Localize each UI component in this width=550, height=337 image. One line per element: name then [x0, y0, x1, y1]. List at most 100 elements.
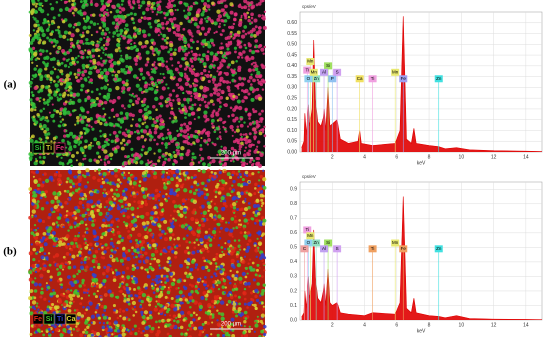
map-dot — [238, 4, 242, 8]
map-dot — [117, 324, 120, 327]
map-dot — [107, 212, 110, 215]
panel-label: (b) — [3, 246, 17, 258]
map-dot — [169, 69, 173, 73]
map-dot — [126, 79, 129, 82]
map-dot — [224, 5, 228, 9]
map-dot — [239, 281, 242, 284]
map-dot — [31, 153, 34, 156]
map-dot — [71, 255, 75, 259]
map-dot — [131, 213, 134, 216]
map-dot — [218, 187, 221, 190]
map-dot — [140, 69, 143, 72]
map-dot — [238, 303, 241, 306]
map-dot — [207, 269, 210, 272]
map-dot — [188, 272, 191, 275]
map-dot — [173, 17, 177, 21]
map-dot — [104, 135, 107, 138]
map-dot — [119, 199, 123, 203]
map-dot — [216, 9, 220, 13]
map-dot — [169, 137, 173, 141]
map-dot — [164, 198, 166, 200]
map-dot — [244, 13, 248, 17]
annotation-label: Zn — [436, 246, 442, 251]
map-dot — [96, 88, 99, 91]
map-dot — [229, 176, 232, 179]
map-dot — [127, 88, 131, 92]
map-dot — [74, 175, 78, 179]
map-dot — [39, 161, 42, 164]
map-dot — [118, 47, 121, 50]
map-dot — [33, 325, 36, 328]
map-dot — [205, 266, 207, 268]
map-dot — [203, 114, 207, 118]
map-dot — [129, 67, 133, 71]
map-dot — [153, 139, 156, 142]
map-dot — [231, 217, 235, 221]
map-dot — [33, 17, 36, 20]
map-dot — [183, 123, 186, 126]
map-dot — [191, 260, 195, 264]
map-dot — [215, 268, 217, 270]
map-dot — [160, 291, 162, 293]
map-dot — [169, 132, 172, 135]
map-dot — [77, 79, 81, 83]
map-dot — [112, 101, 115, 104]
map-dot — [240, 224, 242, 226]
y-tick-label: 0.10 — [287, 128, 297, 134]
map-dot — [201, 248, 205, 252]
map-dot — [133, 256, 135, 258]
map-dot — [123, 299, 126, 302]
map-dot — [229, 187, 232, 190]
map-dot — [91, 220, 94, 223]
map-dot — [244, 288, 246, 290]
map-dot — [191, 112, 195, 116]
map-dot — [212, 78, 216, 82]
map-dot — [245, 33, 248, 36]
map-dot — [235, 60, 238, 63]
map-dot — [194, 53, 198, 57]
map-dot — [242, 331, 245, 334]
map-dot — [162, 208, 164, 210]
map-dot — [149, 311, 153, 315]
map-dot — [232, 74, 235, 77]
map-dot — [85, 4, 87, 6]
map-dot — [210, 74, 213, 77]
map-dot — [248, 42, 251, 45]
map-dot — [188, 226, 192, 230]
map-dot — [236, 172, 239, 175]
map-dot — [226, 304, 228, 306]
map-dot — [123, 221, 125, 223]
map-dot — [124, 144, 126, 146]
map-dot — [82, 32, 84, 34]
map-dot — [97, 263, 100, 266]
map-dot — [225, 228, 229, 232]
map-dot — [231, 264, 235, 268]
map-dot — [77, 234, 80, 237]
map-dot — [256, 65, 258, 67]
map-dot — [120, 111, 124, 115]
map-dot — [211, 322, 213, 324]
map-dot — [193, 84, 197, 88]
map-dot — [244, 325, 246, 327]
map-dot — [93, 22, 97, 26]
map-dot — [115, 9, 119, 13]
map-dot — [202, 130, 205, 133]
map-dot — [251, 98, 255, 102]
map-dot — [55, 237, 58, 240]
map-dot — [108, 144, 110, 146]
map-dot — [91, 91, 94, 94]
map-dot — [84, 238, 87, 241]
map-dot — [232, 70, 236, 74]
map-dot — [55, 91, 58, 94]
map-dot — [91, 34, 93, 36]
map-dot — [138, 125, 141, 128]
map-dot — [115, 273, 118, 276]
map-dot — [198, 326, 201, 329]
map-dot — [173, 151, 176, 154]
map-dot — [81, 282, 84, 285]
map-dot — [164, 232, 166, 234]
map-dot — [103, 322, 105, 324]
map-dot — [114, 329, 117, 332]
map-dot — [95, 250, 98, 253]
map-dot — [129, 99, 133, 103]
